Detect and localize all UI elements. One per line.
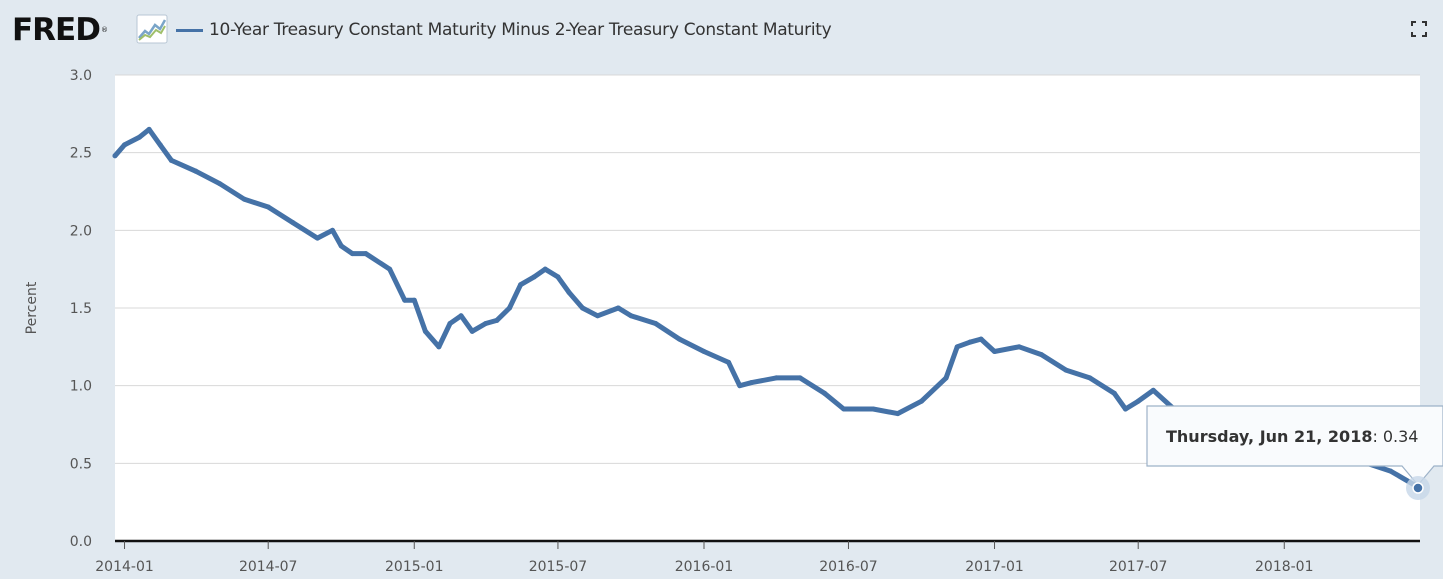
data-point	[822, 390, 828, 396]
data-point	[112, 153, 118, 159]
data-point	[265, 204, 271, 210]
y-tick-label: 0.0	[70, 534, 92, 550]
data-point	[422, 328, 428, 334]
y-tick-label: 2.5	[70, 146, 92, 162]
data-point	[349, 251, 355, 257]
data-point	[531, 274, 537, 280]
x-axis: 2014-01 2014-07 2015-01 2015-07 2016-01 2016-…	[95, 539, 1420, 575]
data-point	[580, 305, 586, 311]
data-point	[857, 406, 863, 412]
y-tick-label: 3.0	[70, 68, 92, 84]
data-point	[436, 344, 442, 350]
data-point	[967, 339, 973, 345]
x-tick-label: 2015-01	[385, 559, 444, 575]
data-point	[157, 142, 163, 148]
data-point	[1111, 390, 1117, 396]
data-point	[726, 359, 732, 365]
y-tick-label: 1.5	[70, 301, 92, 317]
data-point	[595, 313, 601, 319]
data-point	[737, 383, 743, 389]
data-point	[338, 243, 344, 249]
fred-logo[interactable]: FRED®	[12, 10, 108, 50]
x-tick-label: 2015-07	[529, 559, 588, 575]
data-point	[483, 321, 489, 327]
data-point	[137, 134, 143, 140]
legend-swatch	[176, 29, 203, 32]
data-point	[518, 282, 524, 288]
data-point	[653, 321, 659, 327]
tooltip-value: 0.34	[1383, 427, 1419, 446]
x-tick-label: 2016-07	[819, 559, 878, 575]
data-point	[555, 274, 561, 280]
data-point	[870, 406, 876, 412]
data-point	[1150, 387, 1156, 393]
tooltip-date: Thursday, Jun 21, 2018	[1166, 427, 1372, 446]
data-point	[773, 375, 779, 381]
y-axis: 0.0 0.5 1.0 1.5 2.0 2.5 3.0	[70, 68, 92, 550]
y-tick-label: 0.5	[70, 456, 92, 472]
chart-header: FRED® 10-Year Treasury Constant Maturity…	[0, 0, 1443, 60]
data-point	[411, 297, 417, 303]
y-axis-title: Percent	[24, 281, 40, 334]
data-point	[217, 181, 223, 187]
data-point	[290, 220, 296, 226]
x-tick-label: 2014-07	[239, 559, 298, 575]
y-tick-label: 2.0	[70, 223, 92, 239]
data-point	[895, 411, 901, 417]
fred-logo-text: FRED	[12, 12, 101, 48]
x-tick-label: 2017-01	[965, 559, 1024, 575]
data-point	[330, 227, 335, 233]
data-point	[168, 157, 174, 163]
data-point	[387, 266, 393, 272]
data-point	[193, 168, 199, 174]
data-point	[1135, 398, 1141, 404]
data-point	[447, 321, 453, 327]
data-point	[943, 375, 949, 381]
data-point	[954, 344, 960, 350]
x-tick-label: 2017-07	[1109, 559, 1168, 575]
data-point	[615, 305, 621, 311]
data-point	[992, 348, 998, 354]
series-title: 10-Year Treasury Constant Maturity Minus…	[209, 20, 832, 40]
data-point	[458, 313, 464, 319]
data-point	[1123, 406, 1129, 412]
data-point	[797, 375, 803, 381]
data-point	[507, 305, 513, 311]
data-point	[1038, 352, 1044, 358]
data-point	[701, 348, 707, 354]
data-point	[978, 336, 984, 342]
data-point	[469, 328, 475, 334]
data-point	[918, 398, 924, 404]
data-point	[1087, 375, 1093, 381]
fred-graph-icon	[136, 14, 168, 44]
data-point	[363, 251, 369, 257]
tooltip-separator: :	[1372, 427, 1377, 446]
tooltip-box	[1146, 405, 1443, 486]
data-point	[402, 297, 408, 303]
hover-point[interactable]	[1412, 482, 1424, 494]
data-point	[122, 142, 128, 148]
data-point	[494, 317, 500, 323]
data-point	[542, 266, 548, 272]
data-point	[676, 336, 682, 342]
data-point	[1016, 344, 1022, 350]
registered-mark: ®	[100, 26, 108, 34]
tooltip: Thursday, Jun 21, 2018: 0.34	[1146, 405, 1443, 486]
x-tick-label: 2016-01	[675, 559, 734, 575]
fullscreen-icon[interactable]	[1411, 21, 1427, 37]
data-point	[841, 406, 847, 412]
data-point	[1063, 367, 1069, 373]
data-point	[628, 313, 634, 319]
data-point	[241, 196, 247, 202]
data-point	[314, 235, 320, 241]
x-tick-label: 2014-01	[95, 559, 154, 575]
y-tick-label: 1.0	[70, 379, 92, 395]
data-point	[749, 380, 755, 386]
data-point	[146, 126, 152, 132]
svg-text:Thursday, Jun 21, 2018:0.34: Thursday, Jun 21, 2018: 0.34	[1166, 427, 1418, 446]
x-tick-label: 2018-01	[1255, 559, 1314, 575]
data-point	[566, 289, 572, 295]
data-point	[1388, 468, 1394, 474]
